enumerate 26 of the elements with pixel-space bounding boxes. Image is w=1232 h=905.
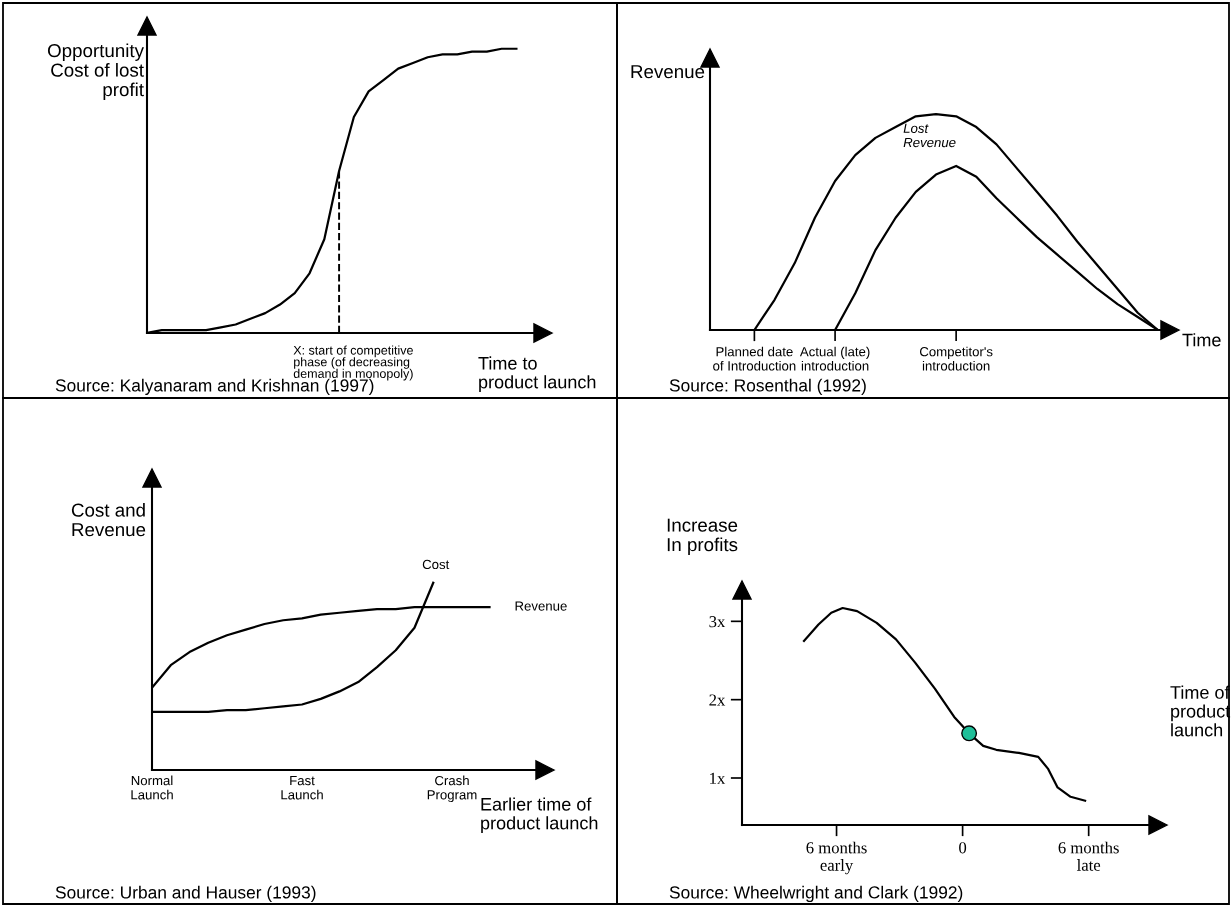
series-label: Revenue (515, 601, 567, 611)
x-tick-label: Fast Launch (281, 776, 323, 800)
x-tick-label: Crash Program (427, 775, 477, 803)
y-axis-title: Cost and Revenue (71, 503, 146, 537)
y-tick-label: 3x (709, 616, 726, 628)
x-tick-label: Normal Launch (131, 775, 173, 800)
source-note: Source: Rosenthal (1992) (669, 378, 866, 395)
annotation: Lost Revenue (903, 123, 956, 148)
source-note: Source: Urban and Hauser (1993) (55, 885, 316, 902)
source-note: Source: Wheelwright and Clark (1992) (669, 885, 963, 902)
series-label: Cost (422, 559, 450, 570)
x-tick-label: 6 months early (806, 841, 867, 875)
x-axis-title: Time to product launch (478, 356, 596, 392)
x-axis-title: Earlier time of product launch (481, 797, 598, 833)
y-tick-label: 1x (710, 772, 726, 784)
x-tick-label: Planned date of Introduction (713, 346, 796, 371)
y-axis-title: Opportunity Cost of lost profit (47, 43, 144, 100)
x-tick-label: Actual (late) introduction (799, 346, 870, 371)
y-axis-title: Revenue (631, 65, 705, 79)
x-axis-title: Time (1182, 333, 1221, 347)
line-series (802, 606, 1087, 802)
x-tick-label: Competitor's introduction (919, 346, 993, 371)
y-axis-title: Increase In profits (667, 518, 738, 555)
x-tick-label: 0 (959, 842, 967, 854)
y-tick-label: 2x (709, 694, 726, 706)
x-tick-label: 6 months late (1058, 841, 1119, 871)
